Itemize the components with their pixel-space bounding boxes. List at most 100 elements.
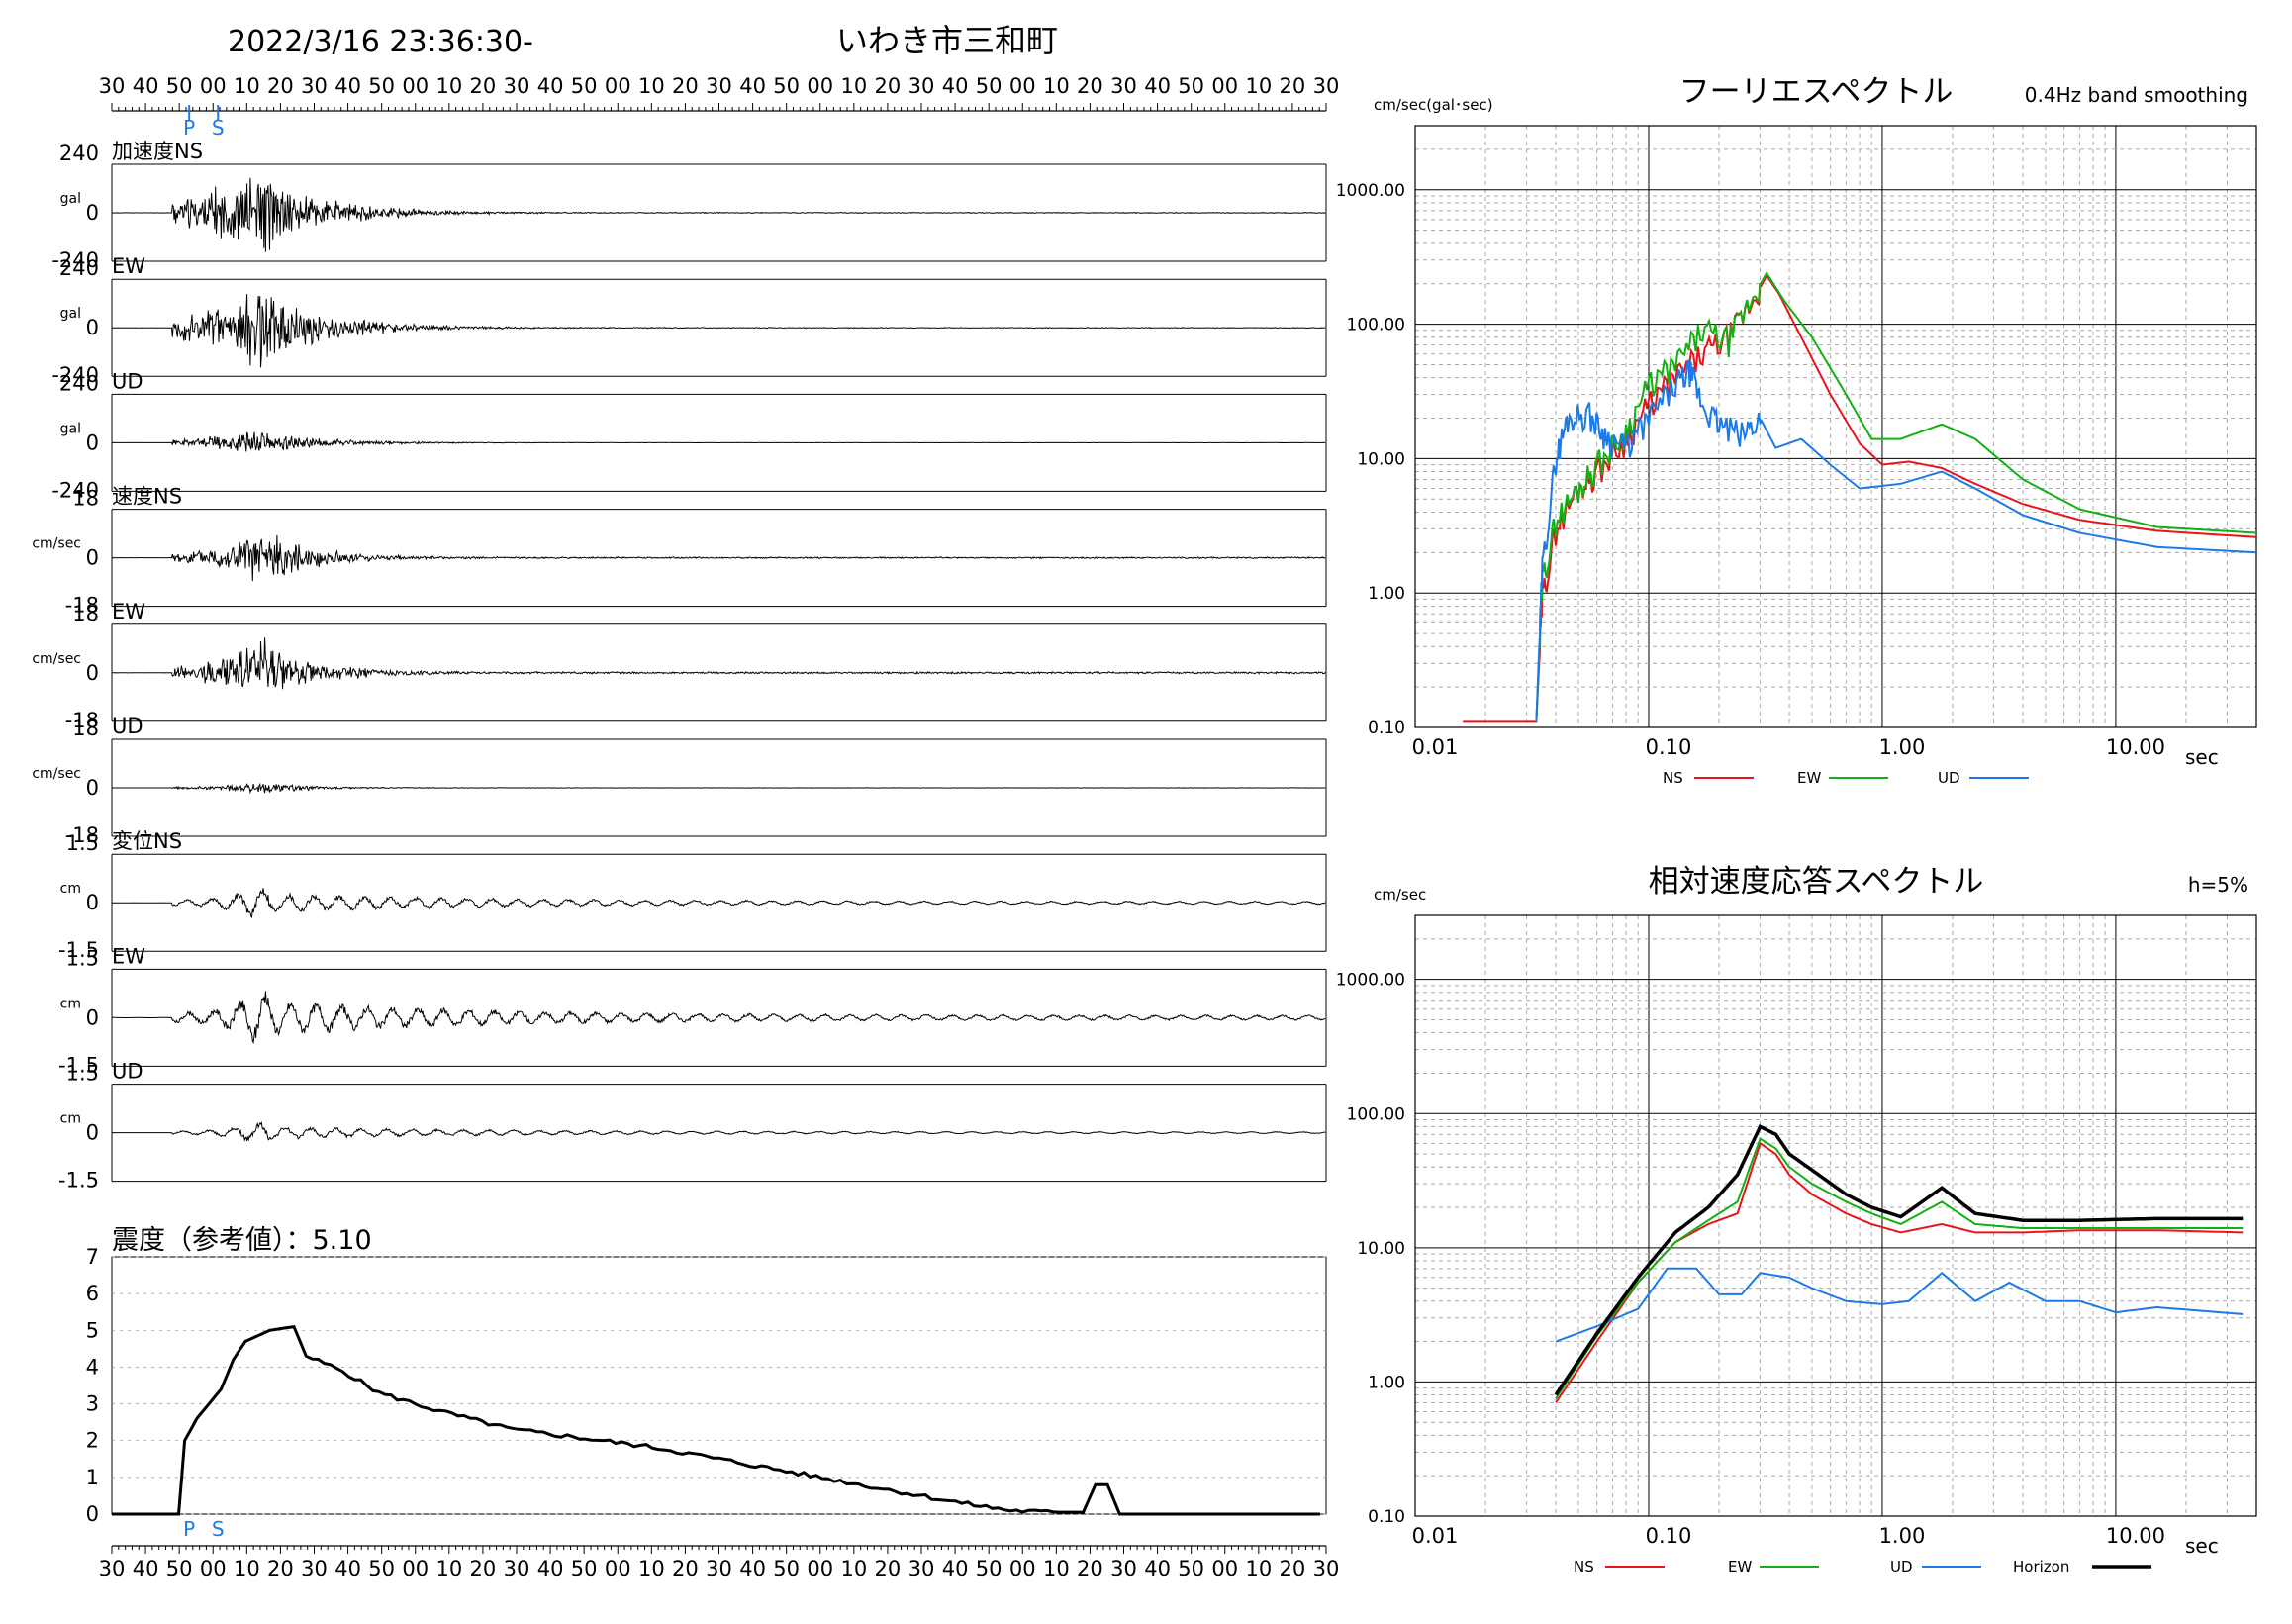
waveform-bottom-value: -240 — [51, 363, 99, 387]
time-tick-label: 30 — [706, 74, 732, 98]
time-tick-label: 20 — [875, 74, 902, 98]
time-tick-label: 20 — [267, 1557, 294, 1580]
time-tick-label: 10 — [1043, 1557, 1070, 1580]
time-tick-label: 20 — [875, 1557, 902, 1580]
spectrum-xtick-label: 1.00 — [1879, 1524, 1926, 1548]
intensity-tick-label: 4 — [86, 1355, 99, 1379]
spectrum-xtick-label: 1.00 — [1879, 735, 1926, 759]
legend-label-ns: NS — [1663, 769, 1683, 787]
time-tick-label: 20 — [470, 74, 497, 98]
waveform-bottom-value: -240 — [51, 248, 99, 272]
time-tick-label: 50 — [166, 1557, 193, 1580]
time-tick-label: 00 — [200, 74, 227, 98]
time-tick-label: 10 — [435, 1557, 462, 1580]
spectrum-xtick-label: 0.01 — [1412, 735, 1459, 759]
time-tick-label: 40 — [537, 74, 564, 98]
waveform-zero-value: 0 — [86, 546, 99, 570]
time-tick-label: 40 — [334, 74, 361, 98]
time-tick-label: 30 — [1110, 1557, 1137, 1580]
waveform-zero-value: 0 — [86, 891, 99, 914]
waveform-bottom-value: -18 — [65, 594, 99, 618]
waveform-bottom-value: -18 — [65, 709, 99, 732]
time-tick-label: 20 — [470, 1557, 497, 1580]
intensity-panel: 震度（参考値）：5.10 0 1 2 3 4 5 6 7 P S 30 40 50 00 10 20 30 40 50… — [86, 1225, 1340, 1580]
time-tick-label: 00 — [1211, 1557, 1238, 1580]
spectrum-frame — [1414, 125, 2257, 728]
waveform-panel-dis-ns: 変位NS 1.5 0 -1.5 cm — [58, 829, 1327, 962]
waveform-top-value: 240 — [59, 371, 99, 395]
waveform-title: EW — [112, 254, 145, 278]
time-tick-label: 30 — [706, 1557, 732, 1580]
waveform-panel-dis-ud: UD 1.5 0 -1.5 cm — [58, 1060, 1327, 1193]
spectrum-ytick-label: 0.10 — [1368, 718, 1405, 738]
waveform-zero-value: 0 — [86, 1121, 99, 1145]
spectrum-ytick-label: 0.10 — [1368, 1507, 1405, 1527]
spectrum-series-ns — [1555, 1141, 2244, 1403]
time-tick-label: 50 — [368, 74, 395, 98]
waveform-bottom-value: -1.5 — [58, 938, 99, 962]
time-tick-label: 00 — [402, 74, 429, 98]
spectrum-ytick-label: 10.00 — [1357, 1239, 1405, 1259]
time-tick-label: 50 — [368, 1557, 395, 1580]
waveform-panel-vel-ew: EW 18 0 -18 cm/sec — [32, 600, 1327, 732]
time-tick-label: 40 — [942, 74, 969, 98]
legend-label-ud: UD — [1938, 769, 1960, 787]
waveform-top-value: 240 — [59, 256, 99, 280]
time-tick-label: 00 — [807, 74, 833, 98]
waveform-zero-value: 0 — [86, 1005, 99, 1029]
waveform-top-value: 18 — [72, 602, 99, 625]
time-tick-label: 00 — [807, 1557, 833, 1580]
time-tick-label: 40 — [537, 1557, 564, 1580]
waveform-unit: gal — [60, 306, 81, 322]
spectrum-title: 相対速度応答スペクトル — [1649, 864, 1984, 900]
intensity-frame — [111, 1256, 1327, 1515]
waveform-bottom-value: -1.5 — [58, 1169, 99, 1193]
waveform-trace — [112, 1121, 1326, 1142]
waveform-title: EW — [112, 600, 145, 623]
intensity-title: 震度（参考値）：5.10 — [112, 1225, 372, 1256]
spectrum-ytick-label: 100.00 — [1347, 316, 1405, 335]
time-tick-label: 30 — [504, 1557, 530, 1580]
time-tick-label: 40 — [739, 74, 766, 98]
time-tick-label: 20 — [1077, 1557, 1103, 1580]
spectrum-xtick-label: 10.00 — [2106, 735, 2165, 759]
waveform-zero-value: 0 — [86, 316, 99, 339]
waveform-bottom-value: -18 — [65, 823, 99, 847]
spectrum-xlabel: sec — [2185, 745, 2219, 769]
record-datetime: 2022/3/16 23:36:30- — [228, 25, 533, 59]
spectrum-ytick-label: 1.00 — [1368, 1373, 1405, 1392]
p-arrival-label-bottom: P — [183, 1517, 195, 1541]
waveform-trace — [112, 888, 1326, 919]
time-tick-label: 20 — [1077, 74, 1103, 98]
waveform-top-value: 18 — [72, 487, 99, 511]
intensity-tick-label: 6 — [86, 1282, 99, 1305]
time-tick-label: 10 — [638, 74, 665, 98]
time-tick-label: 10 — [840, 74, 867, 98]
waveform-unit: cm — [60, 1111, 81, 1127]
waveform-zero-value: 0 — [86, 201, 99, 225]
spectrum-frame — [1414, 914, 2257, 1517]
spectrum-ytick-label: 1000.00 — [1336, 971, 1405, 991]
waveform-top-value: 18 — [72, 716, 99, 740]
p-arrival-label: P — [183, 116, 195, 140]
time-tick-label: 30 — [1313, 1557, 1340, 1580]
waveform-unit: cm — [60, 881, 81, 897]
legend-label-ud: UD — [1890, 1558, 1913, 1576]
waveform-panel-dis-ew: EW 1.5 0 -1.5 cm — [58, 944, 1327, 1077]
waveform-title: 加速度NS — [112, 140, 203, 163]
spectrum-ytick-label: 1000.00 — [1336, 181, 1405, 201]
time-tick-label: 40 — [133, 1557, 159, 1580]
spectrum-xlabel: sec — [2185, 1534, 2219, 1558]
waveform-zero-value: 0 — [86, 430, 99, 454]
time-tick-label: 10 — [638, 1557, 665, 1580]
spectrum-xtick-label: 0.10 — [1646, 1524, 1692, 1548]
spectrum-series-ud — [1535, 359, 2257, 722]
waveform-zero-value: 0 — [86, 776, 99, 800]
spectrum-xtick-label: 10.00 — [2106, 1524, 2165, 1548]
time-tick-label: 50 — [773, 1557, 800, 1580]
time-tick-label: 20 — [267, 74, 294, 98]
time-tick-label: 40 — [1144, 1557, 1171, 1580]
spectrum-ytick-label: 100.00 — [1347, 1104, 1405, 1124]
